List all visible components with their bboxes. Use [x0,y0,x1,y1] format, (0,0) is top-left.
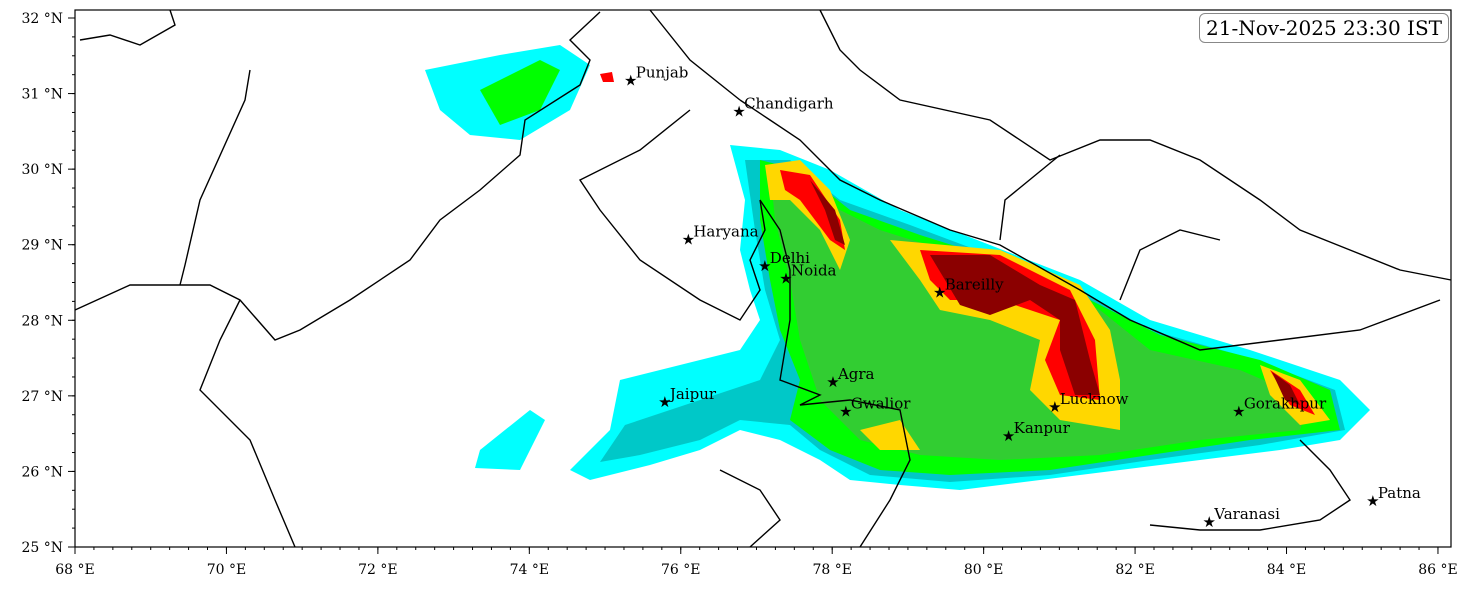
star-icon: ★ [1048,398,1061,416]
precip-level-6 [1272,372,1300,405]
city-label: Noida [791,262,837,280]
x-tick-label: 70 °E [207,562,246,578]
y-tick-label: 30 °N [21,162,63,178]
boundary-line [819,9,1452,281]
boundary-line [1119,229,1221,301]
city-label: Patna [1378,484,1421,502]
city-marker: ★Delhi [758,249,810,275]
boundary-line [74,11,601,341]
city-marker: ★Kanpur [1002,419,1071,445]
precip-level-5 [780,170,845,250]
x-tick-label: 78 °E [812,562,851,578]
x-tick-label: 84 °E [1267,562,1306,578]
city-marker: ★Patna [1366,484,1421,510]
city-marker: ★Noida [779,262,836,288]
x-tick-label: 72 °E [358,562,397,578]
star-icon: ★ [682,230,695,248]
city-label: Kanpur [1014,419,1071,437]
star-icon: ★ [779,270,792,288]
boundary-line [999,154,1061,241]
y-tick-label: 28 °N [21,313,63,329]
star-icon: ★ [826,373,839,391]
star-icon: ★ [1002,427,1015,445]
star-icon: ★ [839,403,852,421]
precipitation-field [425,45,1370,490]
star-icon: ★ [658,393,671,411]
map-frame [74,9,1452,548]
y-tick-label: 29 °N [21,238,63,254]
y-tick-label: 25 °N [21,540,63,556]
x-tick-label: 86 °E [1418,562,1457,578]
precip-level-2 [480,60,560,125]
x-tick-label: 82 °E [1115,562,1154,578]
star-icon: ★ [758,257,771,275]
city-label: Gorakhpur [1244,395,1327,413]
boundary-line [179,69,251,286]
city-label: Varanasi [1213,505,1280,523]
boundary-line [199,299,296,548]
city-label: Lucknow [1060,390,1129,408]
boundary-line [79,9,176,46]
star-icon: ★ [933,283,946,301]
precip-level-4 [860,420,920,450]
precip-level-0 [475,410,545,470]
y-tick-label: 31 °N [21,87,63,103]
boundary-line [578,109,766,321]
city-label: Jaipur [668,385,717,403]
x-tick-label: 68 °E [55,562,94,578]
city-label: Delhi [770,249,810,267]
city-marker: ★Varanasi [1203,505,1281,531]
boundary-line [649,9,741,101]
city-marker: ★Jaipur [658,385,717,411]
city-marker: ★Agra [826,365,874,391]
x-tick-label: 74 °E [510,562,549,578]
star-icon: ★ [624,72,637,90]
city-label: Punjab [636,64,689,82]
city-marker: ★Gwalior [839,395,911,421]
precip-level-6 [810,180,845,245]
boundary-lines [74,9,1452,548]
boundary-line [719,469,781,548]
city-marker: ★Gorakhpur [1232,395,1327,421]
city-label: Gwalior [851,395,911,413]
city-marker: ★Lucknow [1048,390,1129,416]
axes: 68 °E 70 °E 72 °E 74 °E 76 °E 78 °E 80 °E 82 °E… [21,11,1457,578]
y-tick-label: 26 °N [21,464,63,480]
y-tick-label: 27 °N [21,389,63,405]
timestamp-label: 21-Nov-2025 23:30 IST [1199,13,1449,43]
city-label: Chandigarh [744,95,834,113]
city-label: Haryana [693,222,758,240]
boundary-line [759,199,911,548]
star-icon: ★ [1232,403,1245,421]
city-marker: ★Bareilly [933,275,1004,301]
city-markers: ★Punjab★Chandigarh★Haryana★Delhi★Noida★B… [624,64,1421,531]
boundary-line [739,99,1441,351]
star-icon: ★ [1203,513,1216,531]
city-marker: ★Punjab [624,64,688,90]
city-label: Bareilly [945,275,1004,293]
precip-level-5 [600,72,614,82]
x-tick-label: 76 °E [661,562,700,578]
city-marker: ★Haryana [682,222,759,248]
precip-level-6 [930,255,1100,395]
star-icon: ★ [732,103,745,121]
city-label: Agra [837,365,875,383]
star-icon: ★ [1366,492,1379,510]
boundary-line [1149,439,1351,531]
city-marker: ★Chandigarh [732,95,834,121]
y-tick-label: 32 °N [21,11,63,27]
x-tick-label: 80 °E [964,562,1003,578]
